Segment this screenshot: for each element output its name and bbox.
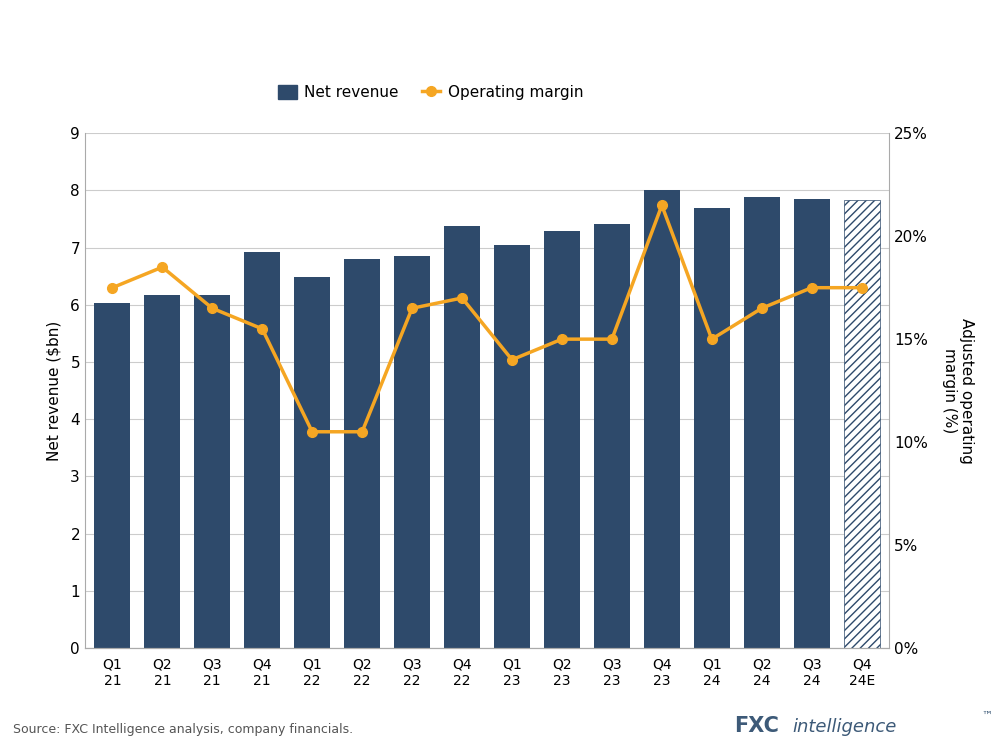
Text: ™: ™ [981, 711, 992, 721]
Bar [244, 252, 280, 648]
Bar [145, 294, 180, 648]
Text: PayPal meets its Q3 24 revenue projections, disappoints with Q4: PayPal meets its Q3 24 revenue projectio… [13, 30, 899, 54]
Bar [394, 256, 430, 648]
Bar [294, 277, 330, 648]
Text: FXC: FXC [734, 715, 779, 736]
Bar [344, 258, 380, 648]
Bar [843, 200, 880, 648]
Bar [494, 246, 529, 648]
Bar [444, 226, 480, 648]
Bar [94, 303, 130, 648]
Y-axis label: Net revenue ($bn): Net revenue ($bn) [47, 321, 62, 461]
Bar [593, 224, 630, 648]
Legend: Net revenue, Operating margin: Net revenue, Operating margin [272, 79, 589, 106]
Bar [793, 199, 830, 648]
Text: intelligence: intelligence [792, 718, 896, 736]
Text: PayPal quarterly net revenue and operating margin, 2021-2024: PayPal quarterly net revenue and operati… [13, 85, 540, 103]
Bar [743, 197, 780, 648]
Bar [693, 207, 730, 648]
Y-axis label: Adjusted operating
margin (%): Adjusted operating margin (%) [942, 318, 974, 464]
Bar [643, 190, 680, 648]
Bar [543, 231, 580, 648]
Text: Source: FXC Intelligence analysis, company financials.: Source: FXC Intelligence analysis, compa… [13, 723, 353, 736]
Bar [194, 294, 230, 648]
